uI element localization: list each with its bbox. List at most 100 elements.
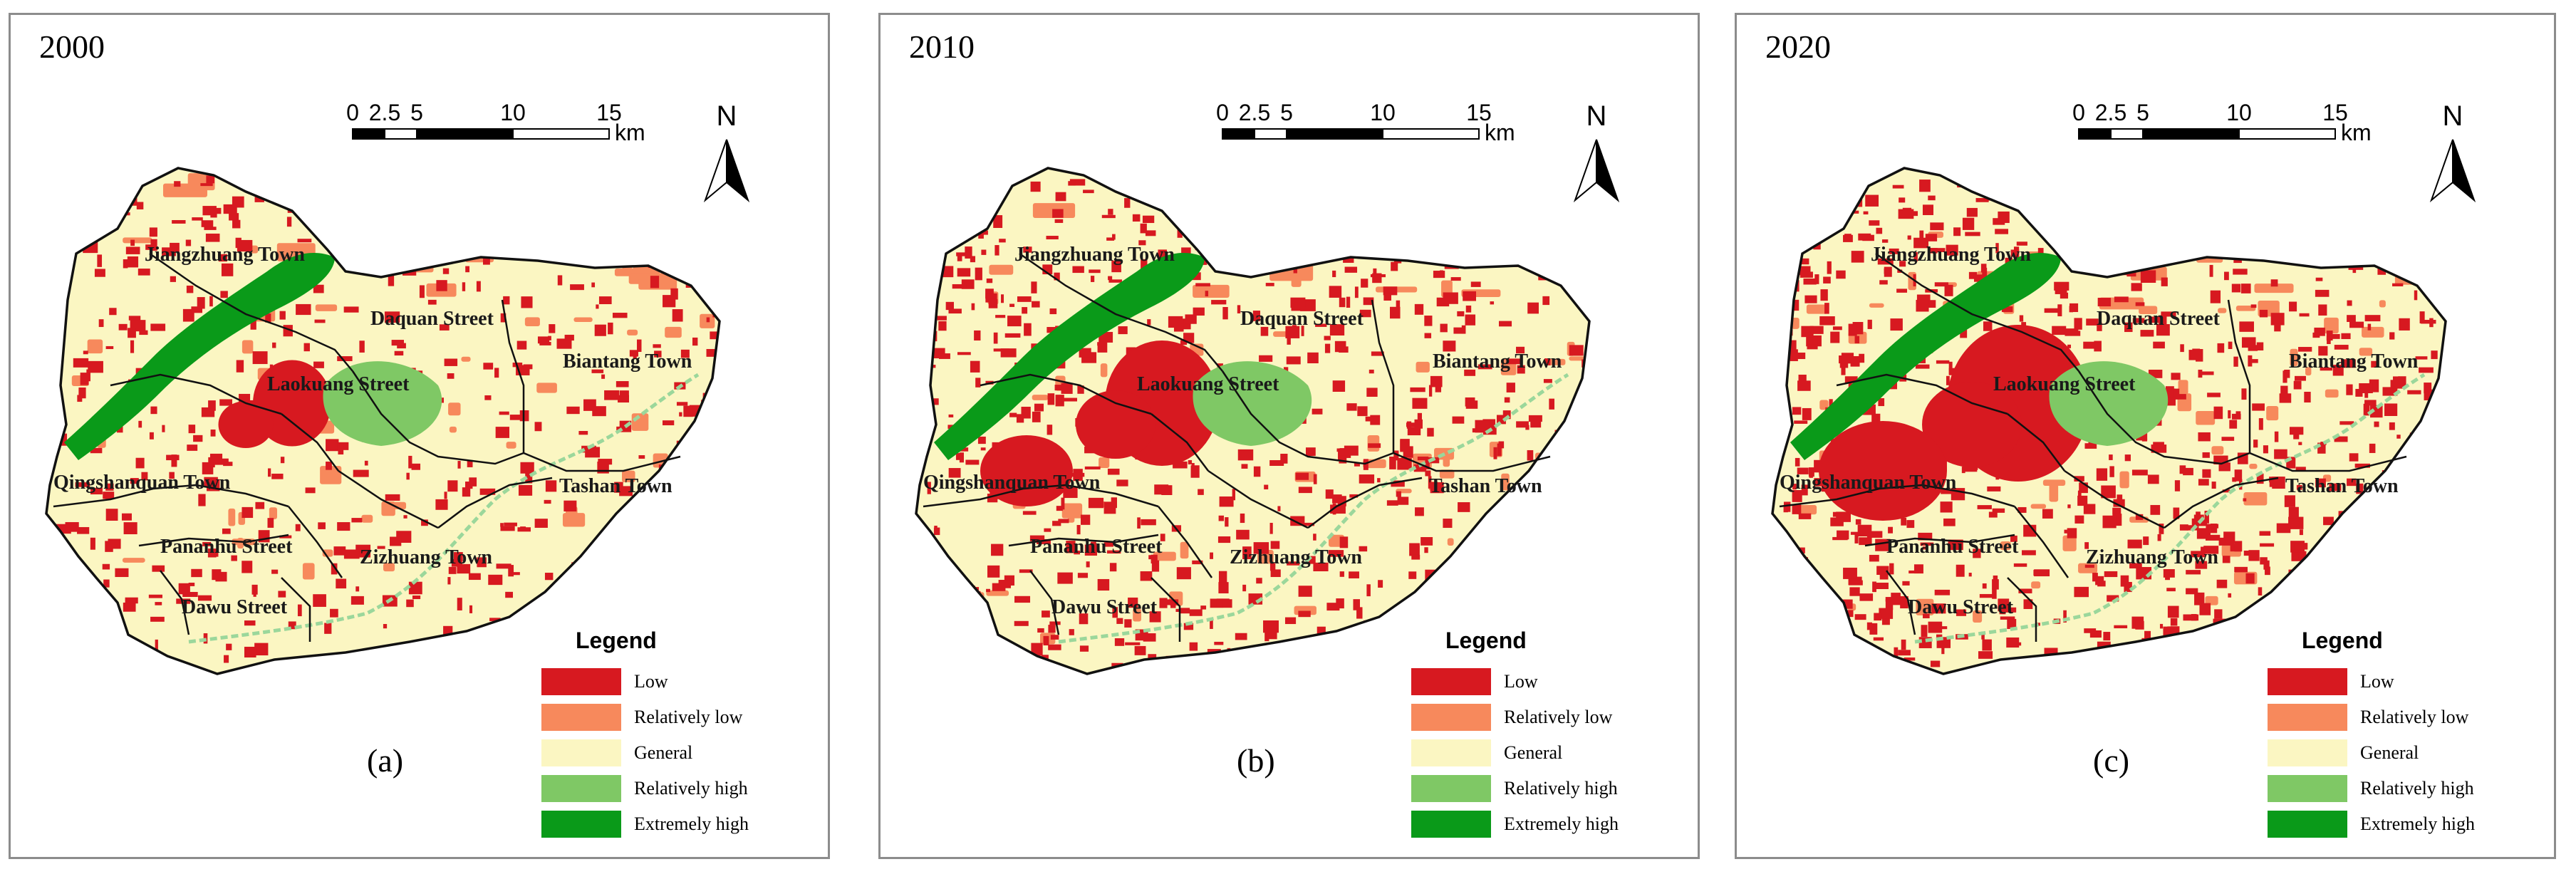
- panel-year: 2020: [1765, 28, 1831, 65]
- scale-tick-label: 2.5: [1239, 100, 1270, 125]
- legend-swatch: [1411, 739, 1491, 766]
- place-label: Jiangzhuang Town: [145, 244, 305, 266]
- place-label: Qingshanquan Town: [923, 472, 1101, 494]
- legend-swatch: [541, 739, 621, 766]
- place-label: Laokuang Street: [1137, 373, 1279, 395]
- legend-label: Relatively high: [634, 778, 748, 799]
- legend-item-extremely-high: Extremely high: [2268, 806, 2552, 842]
- place-label: Pananhu Street: [1886, 536, 2019, 558]
- scale-tick-label: 2.5: [369, 100, 400, 125]
- legend-swatch: [2268, 775, 2347, 802]
- legend-label: Extremely high: [2360, 813, 2476, 834]
- panel-caption: (c): [2093, 742, 2130, 779]
- place-label: Qingshanquan Town: [53, 472, 231, 494]
- district-boundaries: [1771, 167, 2447, 675]
- scale-tick-label: 0: [346, 100, 359, 125]
- scale-tick-label: 5: [2136, 100, 2149, 125]
- legend-label: Extremely high: [634, 813, 749, 834]
- place-label: Tashan Town: [559, 475, 672, 497]
- map-panel-2020: 0 2.5 5 10 15 km N Jiangzhuang Town Daquan Stree…: [1735, 13, 2556, 859]
- place-label: Daquan Street: [370, 308, 494, 330]
- north-arrow-icon: N: [1573, 100, 1620, 203]
- scale-tick-label: 10: [1370, 100, 1396, 125]
- panel-year: 2000: [39, 28, 105, 65]
- north-label: N: [717, 100, 737, 132]
- place-label: Dawu Street: [182, 596, 288, 618]
- place-label: Zizhuang Town: [1230, 546, 1362, 568]
- legend-item-relatively-low: Relatively low: [1411, 700, 1696, 735]
- legend-item-general: General: [541, 735, 826, 771]
- scale-tick-label: 15: [596, 100, 622, 125]
- place-label: Zizhuang Town: [360, 546, 492, 568]
- study-area: [916, 168, 1589, 674]
- legend-swatch: [1411, 704, 1491, 731]
- legend-title: Legend: [1445, 628, 1527, 653]
- place-label: Jiangzhuang Town: [1871, 244, 2031, 266]
- scale-tick-label: 15: [1466, 100, 1492, 125]
- scale-tick-label: 10: [500, 100, 526, 125]
- place-label: Dawu Street: [1051, 596, 1158, 618]
- place-label: Pananhu Street: [160, 536, 293, 558]
- legend-swatch: [1411, 811, 1491, 838]
- legend-swatch: [2268, 668, 2347, 695]
- map-panel-2010: 0 2.5 5 10 15 km N Jiangzhuang Town Daquan Stree…: [878, 13, 1700, 859]
- north-arrow-icon: N: [2429, 100, 2476, 203]
- place-label: Biantang Town: [563, 350, 692, 373]
- legend: Legend Low Relatively low General Relati…: [1411, 628, 1696, 842]
- legend-label: Relatively low: [1504, 707, 1613, 727]
- legend-item-relatively-low: Relatively low: [2268, 700, 2552, 735]
- legend-label: Low: [634, 671, 668, 692]
- study-area: [46, 168, 720, 674]
- place-label: Tashan Town: [2285, 475, 2399, 497]
- legend-label: General: [2360, 742, 2419, 763]
- north-label: N: [1586, 100, 1607, 132]
- district-boundaries: [915, 167, 1591, 675]
- district-boundaries: [45, 167, 721, 675]
- legend-label: Relatively high: [2360, 778, 2474, 799]
- scale-tick-label: 5: [410, 100, 423, 125]
- legend-item-relatively-high: Relatively high: [541, 771, 826, 806]
- legend-item-relatively-high: Relatively high: [1411, 771, 1696, 806]
- place-label: Zizhuang Town: [2086, 546, 2218, 568]
- legend-swatch: [1411, 775, 1491, 802]
- place-label: Qingshanquan Town: [1780, 472, 1957, 494]
- legend-swatch: [2268, 739, 2347, 766]
- legend: Legend Low Relatively low General Relati…: [541, 628, 826, 842]
- legend-title: Legend: [576, 628, 657, 653]
- scale-tick-label: 0: [1216, 100, 1229, 125]
- legend-swatch: [1411, 668, 1491, 695]
- legend-swatch: [541, 704, 621, 731]
- legend-item-low: Low: [541, 664, 826, 700]
- panel-caption: (a): [367, 742, 404, 779]
- place-label: Tashan Town: [1429, 475, 1542, 497]
- legend-swatch: [2268, 704, 2347, 731]
- place-label: Laokuang Street: [267, 373, 410, 395]
- scale-tick-label: 2.5: [2095, 100, 2126, 125]
- legend-label: General: [1504, 742, 1563, 763]
- place-label: Laokuang Street: [1993, 373, 2136, 395]
- map-panel-2000: 0 2.5 5 10 15 km N Jiangzhuang Town Daquan Stree…: [9, 13, 830, 859]
- place-label: Daquan Street: [2097, 308, 2221, 330]
- scale-tick-label: 10: [2226, 100, 2252, 125]
- legend-swatch: [541, 811, 621, 838]
- legend-item-extremely-high: Extremely high: [1411, 806, 1696, 842]
- legend-label: Low: [1504, 671, 1538, 692]
- legend-item-general: General: [1411, 735, 1696, 771]
- north-arrow-icon: N: [703, 100, 750, 203]
- place-label: Daquan Street: [1240, 308, 1364, 330]
- legend-swatch: [541, 775, 621, 802]
- legend-item-relatively-low: Relatively low: [541, 700, 826, 735]
- panel-year: 2010: [909, 28, 975, 65]
- scale-tick-label: 15: [2322, 100, 2348, 125]
- scale-unit-label: km: [2341, 120, 2372, 145]
- place-label: Jiangzhuang Town: [1014, 244, 1175, 266]
- north-label: N: [2443, 100, 2463, 132]
- place-label: Biantang Town: [2289, 350, 2419, 373]
- legend-item-extremely-high: Extremely high: [541, 806, 826, 842]
- legend-label: Low: [2360, 671, 2394, 692]
